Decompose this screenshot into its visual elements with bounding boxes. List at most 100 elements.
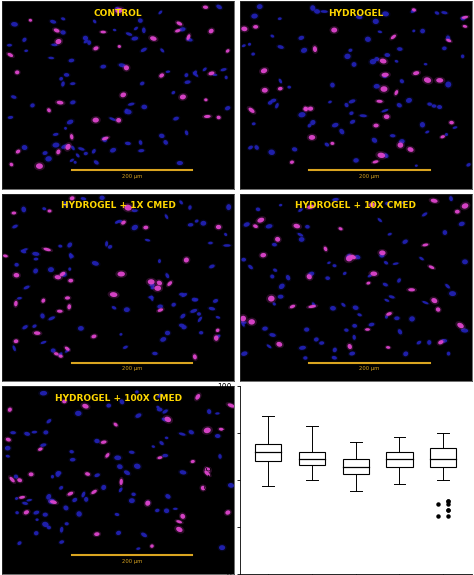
Ellipse shape: [314, 338, 319, 342]
Ellipse shape: [319, 342, 324, 345]
Ellipse shape: [126, 32, 132, 36]
Ellipse shape: [179, 324, 185, 327]
Ellipse shape: [228, 483, 234, 488]
Ellipse shape: [211, 73, 219, 76]
Ellipse shape: [162, 417, 167, 421]
Ellipse shape: [57, 101, 64, 105]
Ellipse shape: [192, 70, 198, 76]
Ellipse shape: [372, 138, 377, 143]
Ellipse shape: [16, 150, 20, 154]
Ellipse shape: [93, 47, 99, 51]
Ellipse shape: [360, 114, 367, 117]
Ellipse shape: [216, 5, 222, 9]
Ellipse shape: [150, 545, 154, 548]
Ellipse shape: [428, 102, 432, 106]
Text: CONTROL: CONTROL: [94, 9, 143, 18]
Ellipse shape: [53, 274, 63, 281]
Ellipse shape: [374, 57, 379, 61]
Ellipse shape: [430, 104, 438, 109]
Ellipse shape: [248, 319, 255, 325]
Ellipse shape: [200, 484, 207, 492]
Ellipse shape: [352, 62, 356, 67]
Ellipse shape: [402, 240, 408, 244]
Ellipse shape: [209, 264, 215, 269]
Ellipse shape: [155, 279, 164, 287]
Ellipse shape: [135, 547, 141, 551]
Ellipse shape: [251, 121, 256, 126]
Ellipse shape: [382, 72, 389, 77]
Ellipse shape: [384, 261, 388, 264]
Ellipse shape: [132, 225, 138, 230]
Ellipse shape: [246, 317, 257, 326]
Ellipse shape: [274, 102, 280, 110]
Ellipse shape: [150, 294, 154, 302]
Ellipse shape: [118, 63, 126, 67]
Ellipse shape: [115, 513, 119, 516]
Ellipse shape: [53, 351, 60, 356]
Ellipse shape: [128, 497, 137, 504]
Ellipse shape: [47, 56, 55, 60]
Ellipse shape: [202, 114, 213, 119]
Ellipse shape: [178, 323, 186, 328]
Ellipse shape: [199, 220, 208, 227]
Ellipse shape: [15, 71, 19, 74]
Ellipse shape: [434, 76, 445, 84]
Ellipse shape: [42, 207, 46, 210]
Ellipse shape: [426, 339, 432, 346]
Ellipse shape: [389, 133, 397, 138]
Ellipse shape: [108, 116, 118, 122]
Ellipse shape: [208, 242, 213, 244]
Ellipse shape: [194, 218, 200, 224]
Ellipse shape: [131, 493, 136, 496]
Ellipse shape: [455, 210, 460, 213]
Ellipse shape: [114, 6, 120, 12]
Ellipse shape: [22, 248, 27, 251]
Ellipse shape: [427, 340, 431, 345]
Ellipse shape: [248, 265, 253, 269]
Ellipse shape: [60, 17, 66, 21]
Ellipse shape: [119, 332, 123, 336]
Ellipse shape: [69, 254, 74, 258]
Ellipse shape: [61, 82, 65, 87]
Ellipse shape: [344, 254, 355, 263]
Ellipse shape: [28, 18, 33, 22]
Ellipse shape: [156, 455, 164, 460]
Ellipse shape: [165, 214, 168, 219]
Ellipse shape: [406, 98, 412, 103]
Ellipse shape: [40, 443, 46, 447]
Ellipse shape: [201, 426, 213, 435]
Ellipse shape: [163, 409, 168, 413]
Ellipse shape: [55, 470, 61, 478]
Ellipse shape: [333, 264, 337, 267]
Ellipse shape: [6, 438, 11, 442]
Ellipse shape: [445, 34, 451, 43]
Ellipse shape: [271, 242, 278, 247]
Ellipse shape: [78, 326, 84, 331]
Ellipse shape: [453, 126, 457, 129]
Ellipse shape: [9, 162, 14, 167]
Ellipse shape: [279, 79, 282, 83]
Ellipse shape: [76, 325, 85, 332]
Ellipse shape: [304, 328, 310, 332]
Ellipse shape: [20, 144, 29, 151]
Ellipse shape: [143, 225, 148, 229]
Ellipse shape: [204, 471, 210, 476]
Ellipse shape: [100, 484, 108, 491]
Ellipse shape: [32, 330, 42, 336]
Ellipse shape: [122, 64, 130, 72]
Ellipse shape: [305, 204, 316, 210]
Ellipse shape: [462, 259, 468, 264]
Ellipse shape: [373, 160, 378, 163]
Ellipse shape: [8, 53, 13, 57]
Ellipse shape: [378, 218, 382, 222]
Ellipse shape: [82, 404, 89, 409]
Ellipse shape: [346, 255, 353, 262]
Ellipse shape: [122, 203, 134, 212]
Ellipse shape: [252, 223, 259, 229]
Ellipse shape: [353, 158, 359, 163]
Ellipse shape: [41, 512, 49, 518]
Ellipse shape: [215, 434, 220, 438]
Ellipse shape: [349, 112, 354, 115]
Ellipse shape: [8, 116, 13, 119]
Ellipse shape: [338, 227, 343, 231]
